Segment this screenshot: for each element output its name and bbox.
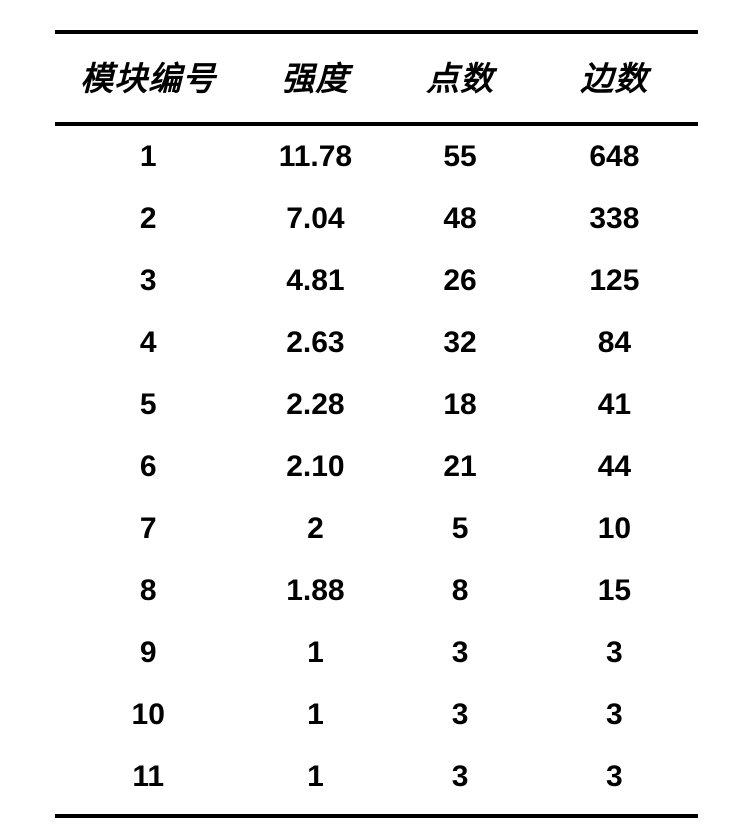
cell-edges: 84: [531, 312, 698, 374]
cell-nodes: 3: [389, 622, 530, 684]
cell-strength: 2.28: [241, 374, 389, 436]
table-row: 7 2 5 10: [55, 498, 698, 560]
cell-edges: 10: [531, 498, 698, 560]
table-row: 3 4.81 26 125: [55, 250, 698, 312]
cell-id: 9: [55, 622, 241, 684]
cell-nodes: 21: [389, 436, 530, 498]
cell-strength: 1: [241, 746, 389, 816]
table-row: 2 7.04 48 338: [55, 188, 698, 250]
cell-strength: 11.78: [241, 124, 389, 188]
cell-id: 1: [55, 124, 241, 188]
cell-nodes: 8: [389, 560, 530, 622]
cell-nodes: 32: [389, 312, 530, 374]
cell-strength: 1: [241, 684, 389, 746]
cell-strength: 2.10: [241, 436, 389, 498]
col-header-edges: 边数: [531, 32, 698, 124]
table-row: 9 1 3 3: [55, 622, 698, 684]
table-container: 模块编号 强度 点数 边数 1 11.78 55 648 2 7.04 48 3…: [0, 0, 753, 833]
table-row: 5 2.28 18 41: [55, 374, 698, 436]
cell-nodes: 5: [389, 498, 530, 560]
cell-edges: 15: [531, 560, 698, 622]
table-row: 8 1.88 8 15: [55, 560, 698, 622]
cell-edges: 338: [531, 188, 698, 250]
cell-edges: 3: [531, 746, 698, 816]
cell-strength: 2.63: [241, 312, 389, 374]
cell-id: 4: [55, 312, 241, 374]
cell-nodes: 48: [389, 188, 530, 250]
cell-id: 11: [55, 746, 241, 816]
cell-edges: 41: [531, 374, 698, 436]
col-header-nodes: 点数: [389, 32, 530, 124]
cell-edges: 3: [531, 684, 698, 746]
cell-id: 8: [55, 560, 241, 622]
table-row: 10 1 3 3: [55, 684, 698, 746]
header-row: 模块编号 强度 点数 边数: [55, 32, 698, 124]
table-row: 1 11.78 55 648: [55, 124, 698, 188]
cell-nodes: 55: [389, 124, 530, 188]
cell-nodes: 26: [389, 250, 530, 312]
cell-strength: 1: [241, 622, 389, 684]
table-body: 1 11.78 55 648 2 7.04 48 338 3 4.81 26 1…: [55, 124, 698, 816]
col-header-id: 模块编号: [55, 32, 241, 124]
cell-id: 5: [55, 374, 241, 436]
cell-strength: 1.88: [241, 560, 389, 622]
cell-nodes: 18: [389, 374, 530, 436]
cell-edges: 648: [531, 124, 698, 188]
cell-strength: 7.04: [241, 188, 389, 250]
table-row: 4 2.63 32 84: [55, 312, 698, 374]
cell-id: 6: [55, 436, 241, 498]
cell-edges: 3: [531, 622, 698, 684]
cell-id: 3: [55, 250, 241, 312]
cell-id: 10: [55, 684, 241, 746]
cell-nodes: 3: [389, 746, 530, 816]
table-row: 11 1 3 3: [55, 746, 698, 816]
cell-strength: 2: [241, 498, 389, 560]
cell-strength: 4.81: [241, 250, 389, 312]
table-row: 6 2.10 21 44: [55, 436, 698, 498]
data-table: 模块编号 强度 点数 边数 1 11.78 55 648 2 7.04 48 3…: [55, 30, 698, 818]
cell-edges: 44: [531, 436, 698, 498]
col-header-strength: 强度: [241, 32, 389, 124]
cell-nodes: 3: [389, 684, 530, 746]
cell-id: 7: [55, 498, 241, 560]
cell-id: 2: [55, 188, 241, 250]
cell-edges: 125: [531, 250, 698, 312]
